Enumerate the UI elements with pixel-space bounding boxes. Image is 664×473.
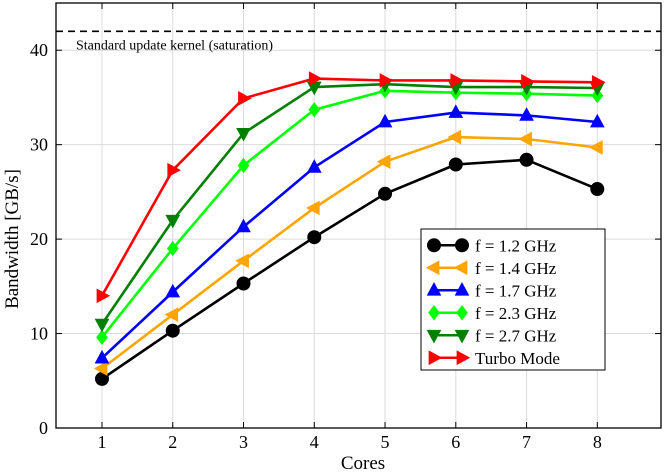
legend-marker: [425, 260, 440, 276]
x-tick-label: 2: [168, 432, 177, 452]
data-point: [308, 102, 321, 118]
y-tick-label: 10: [30, 324, 48, 344]
data-point: [591, 74, 606, 90]
legend-label: Turbo Mode: [475, 349, 560, 368]
legend-marker: [454, 329, 470, 344]
legend-entry: f = 2.3 GHz: [428, 304, 557, 323]
legend-marker: [427, 238, 441, 253]
data-point: [450, 73, 464, 88]
series-line: [100, 82, 598, 325]
data-point: [93, 361, 108, 376]
legend-entry: f = 1.7 GHz: [426, 281, 557, 300]
series-f-1-2-ghz: [94, 152, 605, 386]
legend-entry: f = 1.2 GHz: [427, 236, 557, 255]
data-point: [167, 162, 181, 178]
series-line: [101, 111, 598, 360]
legend-marker: [428, 305, 440, 321]
legend-label: f = 2.7 GHz: [475, 326, 557, 345]
data-point: [165, 214, 181, 229]
x-tick-label: 8: [593, 432, 602, 452]
data-point: [589, 113, 605, 128]
x-axis-title: Cores: [341, 453, 385, 473]
series-line: [100, 89, 598, 339]
x-tick-label: 5: [381, 432, 390, 452]
legend-marker: [456, 350, 471, 366]
x-tick-label: 3: [239, 432, 248, 452]
y-axis-title: Bandwidth [GB/s]: [2, 169, 23, 309]
legend-label: f = 1.7 GHz: [475, 281, 557, 300]
y-tick-label: 40: [30, 40, 48, 60]
legend: f = 1.2 GHz f = 1.4 GHz f = 1.7 GHz f = 2.3…: [420, 228, 606, 371]
plot-frame: [55, 2, 662, 429]
data-point: [96, 288, 111, 304]
data-point: [165, 283, 181, 298]
series-line: [101, 158, 598, 380]
data-point: [519, 107, 534, 121]
x-tick-label: 7: [522, 432, 531, 452]
axis-ticks: 1 2 3 4 5 6 7 8 0 10 20 30 40: [30, 3, 661, 452]
data-point: [590, 182, 605, 197]
legend-marker: [456, 305, 468, 321]
legend-label: f = 2.3 GHz: [475, 304, 557, 323]
legend-marker: [453, 260, 468, 276]
data-point: [518, 131, 532, 147]
series-line: [101, 135, 598, 370]
data-point: [521, 74, 535, 89]
y-tick-label: 20: [30, 229, 48, 249]
series-f-1-4-ghz: [93, 129, 603, 376]
data-point: [236, 127, 251, 142]
legend-marker: [428, 350, 443, 366]
data-point: [165, 323, 180, 338]
data-point: [96, 329, 108, 345]
series-group: [93, 71, 606, 386]
legend-marker: [426, 282, 442, 296]
data-point: [235, 253, 249, 269]
data-point: [306, 159, 322, 173]
x-tick-label: 4: [310, 432, 319, 452]
data-point: [306, 200, 320, 216]
data-point: [236, 276, 251, 291]
legend-box: [420, 228, 606, 371]
data-point: [238, 91, 252, 106]
data-point: [166, 240, 179, 257]
x-tick-label: 6: [451, 432, 460, 452]
saturation-annotation: Standard update kernel (saturation): [76, 38, 273, 53]
series-line: [100, 77, 598, 297]
data-point: [447, 129, 462, 145]
data-point: [519, 152, 534, 167]
legend-label: f = 1.4 GHz: [475, 259, 557, 278]
data-point: [377, 113, 393, 128]
data-point: [379, 73, 394, 88]
data-point: [448, 104, 464, 118]
legend-label: f = 1.2 GHz: [475, 236, 557, 255]
legend-marker: [426, 329, 442, 344]
data-point: [164, 307, 179, 323]
data-point: [378, 186, 393, 201]
y-tick-label: 30: [30, 135, 48, 155]
data-point: [307, 230, 322, 245]
series-turbo-mode: [96, 71, 606, 304]
data-point: [94, 349, 110, 364]
data-point: [376, 154, 391, 170]
data-point: [237, 157, 250, 174]
data-point: [448, 157, 463, 172]
data-point: [236, 218, 251, 233]
legend-entry: Turbo Mode: [428, 349, 560, 368]
legend-marker: [455, 238, 469, 253]
y-tick-label: 0: [39, 418, 48, 438]
data-point: [94, 318, 110, 333]
reference-line-group: Standard update kernel (saturation): [56, 30, 661, 53]
plot-border: [55, 2, 662, 429]
series-f-1-7-ghz: [94, 104, 605, 364]
legend-entry: f = 1.4 GHz: [425, 259, 557, 278]
data-point: [308, 71, 323, 86]
series-f-2-7-ghz: [94, 78, 605, 333]
data-point: [589, 140, 603, 155]
legend-marker: [454, 282, 470, 296]
x-tick-label: 1: [97, 432, 106, 452]
legend-entry: f = 2.7 GHz: [426, 326, 557, 345]
